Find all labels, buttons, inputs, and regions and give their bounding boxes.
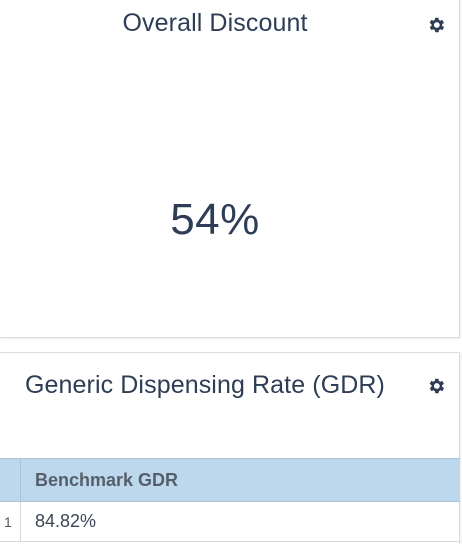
row-number: 1 [0,501,21,542]
column-header-benchmark-gdr[interactable]: Benchmark GDR [20,458,460,502]
row-number-header [0,458,21,502]
benchmark-gdr-table: Benchmark GDR 1 84.82% [0,458,460,542]
gdr-title: Generic Dispensing Rate (GDR) [25,371,385,399]
gear-icon[interactable] [426,376,446,396]
overall-discount-value: 54% [170,195,260,244]
gear-icon[interactable] [426,15,446,35]
table-row: 1 84.82% [0,501,460,542]
overall-discount-title: Overall Discount [122,9,308,37]
benchmark-gdr-cell: 84.82% [20,501,460,542]
gdr-card: Generic Dispensing Rate (GDR) Benchmark … [0,352,460,544]
overall-discount-card: Overall Discount 54% [0,0,460,338]
table-header-row: Benchmark GDR [0,458,460,502]
